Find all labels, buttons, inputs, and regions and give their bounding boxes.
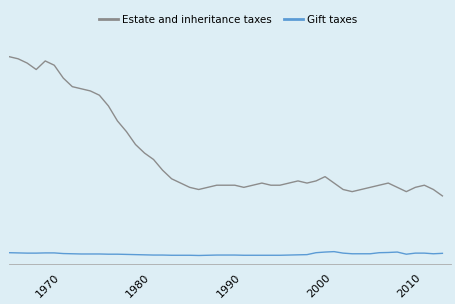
Legend: Estate and inheritance taxes, Gift taxes: Estate and inheritance taxes, Gift taxes: [95, 11, 360, 29]
